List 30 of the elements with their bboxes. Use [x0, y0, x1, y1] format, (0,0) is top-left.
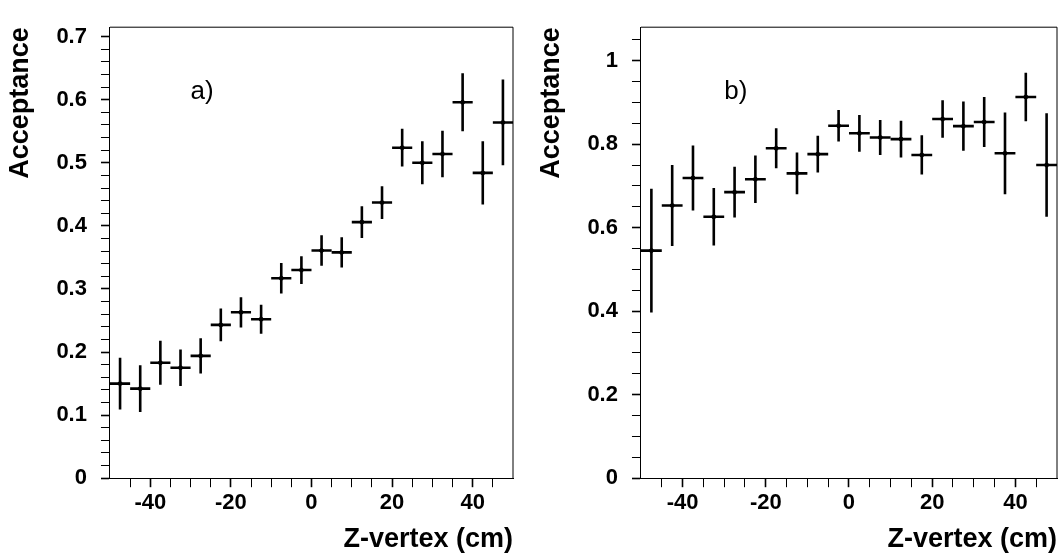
x-tick-label: -20 [749, 489, 782, 515]
x-tick-label: 20 [379, 489, 405, 515]
x-tick-label: -40 [134, 489, 167, 515]
x-tick-label: -20 [214, 489, 247, 515]
y-tick-label: 0.6 [587, 213, 618, 239]
y-tick-label: 0.2 [587, 380, 618, 406]
y-tick-label: 1 [605, 46, 618, 72]
x-axis-title: Z-vertex (cm) [887, 523, 1057, 554]
y-tick-label: 0.2 [56, 338, 87, 364]
x-tick-label: 0 [842, 489, 856, 515]
y-tick-label: 0.1 [56, 401, 87, 427]
x-tick-label: 40 [460, 489, 485, 515]
y-axis-title: Acceptance [3, 27, 34, 179]
x-tick-label: 40 [1003, 489, 1028, 515]
y-tick-label: 0.7 [56, 22, 87, 48]
y-tick-label: 0.4 [56, 211, 88, 237]
y-tick-label: 0.5 [56, 148, 87, 174]
x-tick-label: 0 [305, 489, 318, 515]
x-axis-title: Z-vertex (cm) [343, 523, 513, 554]
y-tick-label: 0 [605, 464, 618, 490]
y-tick-label: 0.3 [56, 275, 87, 301]
y-tick-label: 0 [74, 464, 87, 490]
y-tick-label: 0.8 [587, 130, 618, 156]
annotation: a) [190, 75, 214, 106]
x-tick-label: 20 [919, 489, 945, 515]
y-tick-label: 0.6 [56, 85, 87, 111]
annotation: b) [724, 75, 748, 106]
x-tick-label: -40 [666, 489, 699, 515]
y-axis-title: Acceptance [534, 27, 565, 179]
y-tick-label: 0.4 [587, 297, 619, 323]
